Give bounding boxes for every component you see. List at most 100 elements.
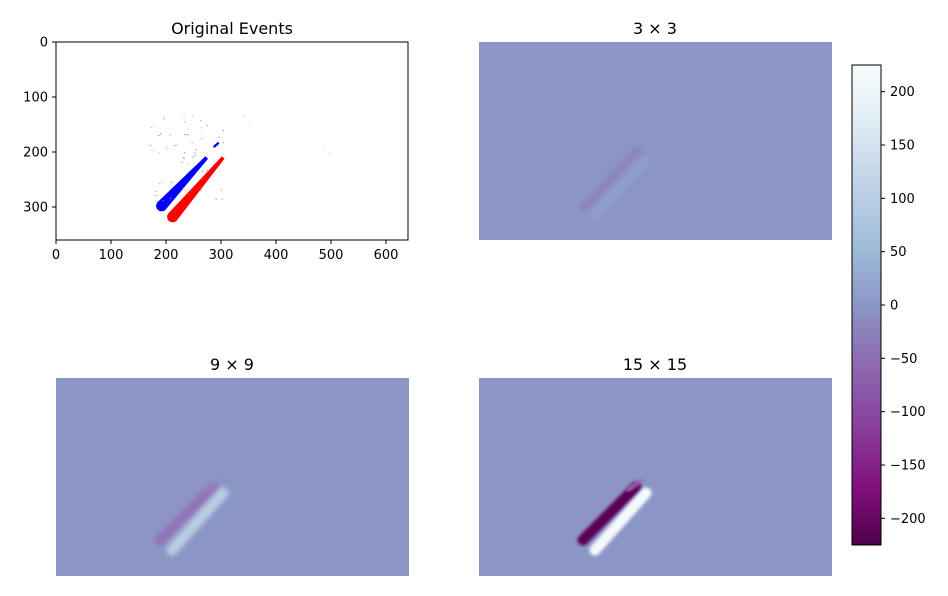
panel-title: Original Events (171, 19, 293, 38)
colorbar: 200 150 100 50 0 −50 −100 −150 −200 (851, 64, 926, 546)
event-streak-0 (157, 156, 209, 210)
noise-event (163, 117, 165, 119)
panel-original-events: Original Events 0 100 200 300 400 500 600 0 100… (23, 19, 409, 263)
noise-event (249, 124, 251, 126)
heatmap-background (479, 42, 832, 240)
heatmap-features (154, 479, 229, 556)
noise-event (169, 134, 171, 136)
scatter-points (150, 114, 331, 223)
noise-event (243, 115, 244, 117)
noise-event (158, 134, 160, 136)
noise-event (183, 187, 185, 189)
noise-event (185, 134, 187, 136)
noise-event (167, 191, 169, 193)
x-tick-label: 100 (99, 248, 124, 263)
negative-streak (577, 481, 642, 546)
noise-event (192, 115, 194, 117)
positive-streak (166, 487, 229, 556)
noise-event (155, 190, 157, 192)
noise-event (184, 190, 186, 192)
heatmap-features (577, 478, 652, 556)
positive-streak (589, 487, 652, 556)
x-tick-label: 300 (209, 248, 234, 263)
negative-streak (579, 146, 642, 212)
noise-event (218, 136, 220, 138)
x-tick-label: 0 (52, 248, 60, 263)
noise-event (201, 127, 203, 129)
noise-event (187, 162, 189, 164)
noise-event (202, 178, 204, 180)
noise-event (159, 183, 161, 185)
colorbar-tick-label: −200 (890, 512, 926, 527)
x-tick-label: 200 (154, 248, 179, 263)
noise-event (201, 170, 203, 172)
heatmap-background (56, 378, 409, 576)
noise-event (158, 152, 160, 154)
noise-event (159, 133, 161, 135)
noise-event (194, 149, 196, 151)
noise-event (156, 200, 158, 202)
noise-event (183, 158, 185, 160)
heatmap-background (479, 378, 832, 576)
negative-streak (154, 481, 219, 546)
noise-event (200, 190, 202, 192)
small-streak (626, 478, 644, 492)
noise-event (171, 182, 173, 184)
y-tick-label: 200 (23, 146, 48, 161)
noise-event (183, 133, 185, 135)
noise-event (207, 170, 209, 172)
panel-title: 15 × 15 (623, 355, 687, 374)
noise-event (153, 149, 155, 151)
colorbar-tick-label: 50 (890, 245, 907, 260)
noise-event (181, 161, 183, 163)
colorbar-tick-label: 100 (890, 192, 915, 207)
panel-title: 3 × 3 (633, 19, 677, 38)
noise-event (150, 145, 152, 147)
noise-event (162, 200, 164, 202)
noise-event (183, 157, 185, 159)
noise-event (174, 144, 176, 146)
noise-event (176, 144, 178, 146)
y-tick-label: 300 (23, 201, 48, 216)
colorbar-tick-label: 200 (890, 85, 915, 100)
noise-event (223, 142, 225, 144)
colorbar-tick-label: 0 (890, 299, 898, 314)
plot-area (55, 41, 409, 241)
noise-event (194, 154, 196, 156)
noise-event (329, 153, 331, 155)
noise-event (187, 134, 189, 136)
heatmap-features (579, 146, 650, 220)
x-tick-label: 500 (319, 248, 344, 263)
noise-event (194, 152, 196, 154)
noise-event (166, 148, 168, 150)
noise-event (201, 138, 203, 140)
colorbar-gradient (851, 64, 882, 546)
noise-event (221, 198, 223, 200)
noise-event (192, 156, 194, 158)
noise-event (170, 197, 172, 199)
colorbar-tick-label: −150 (890, 459, 926, 474)
x-tick-label: 400 (264, 248, 289, 263)
y-tick-label: 0 (40, 36, 48, 51)
small-streak (204, 479, 220, 492)
event-streak-end (156, 200, 168, 212)
x-tick-label: 600 (374, 248, 399, 263)
noise-event (206, 125, 208, 127)
noise-event (151, 127, 153, 129)
x-axis: 0 100 200 300 400 500 600 (52, 240, 399, 263)
noise-event (161, 181, 163, 183)
noise-event (170, 180, 172, 182)
y-axis: 0 100 200 300 (23, 36, 56, 216)
panel-title: 9 × 9 (210, 355, 254, 374)
panel-9x9: 9 × 9 (56, 355, 409, 576)
event-streak-1 (168, 156, 225, 221)
noise-event (203, 174, 205, 176)
noise-event (195, 148, 197, 150)
noise-event (324, 149, 326, 151)
noise-event (191, 142, 193, 144)
y-tick-label: 100 (23, 91, 48, 106)
noise-event (215, 198, 217, 200)
colorbar-tick-label: −100 (890, 405, 926, 420)
noise-event (223, 130, 225, 132)
